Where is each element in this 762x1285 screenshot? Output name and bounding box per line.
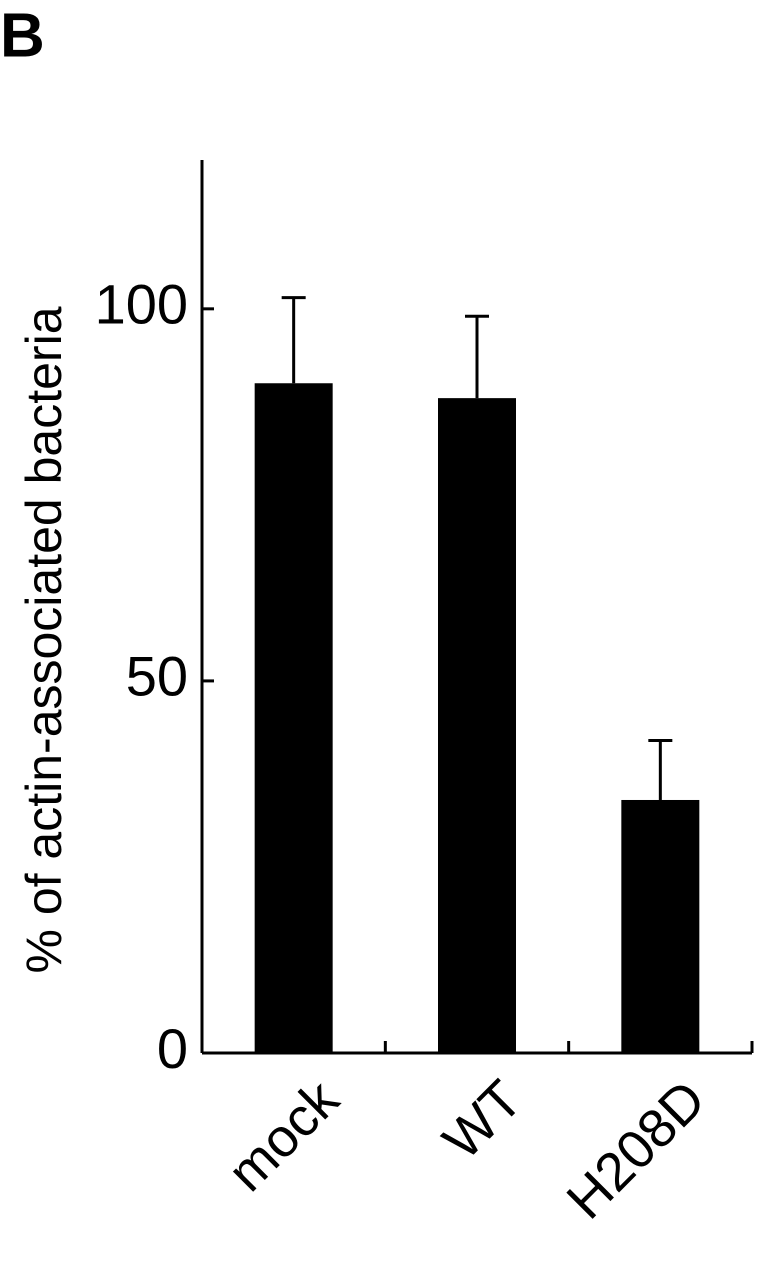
panel-label: B (0, 1, 45, 70)
bar (621, 799, 700, 1053)
x-tick-label: WT (432, 1069, 534, 1171)
bar (254, 383, 333, 1053)
bar (438, 398, 516, 1054)
x-tick-label: H208D (556, 1069, 717, 1230)
y-tick-label: 0 (157, 1017, 188, 1080)
y-tick-label: 100 (95, 273, 188, 336)
y-tick-label: 50 (126, 645, 188, 708)
x-tick-label: mock (217, 1068, 351, 1202)
y-axis-label: % of actin-associated bacteria (16, 306, 72, 973)
